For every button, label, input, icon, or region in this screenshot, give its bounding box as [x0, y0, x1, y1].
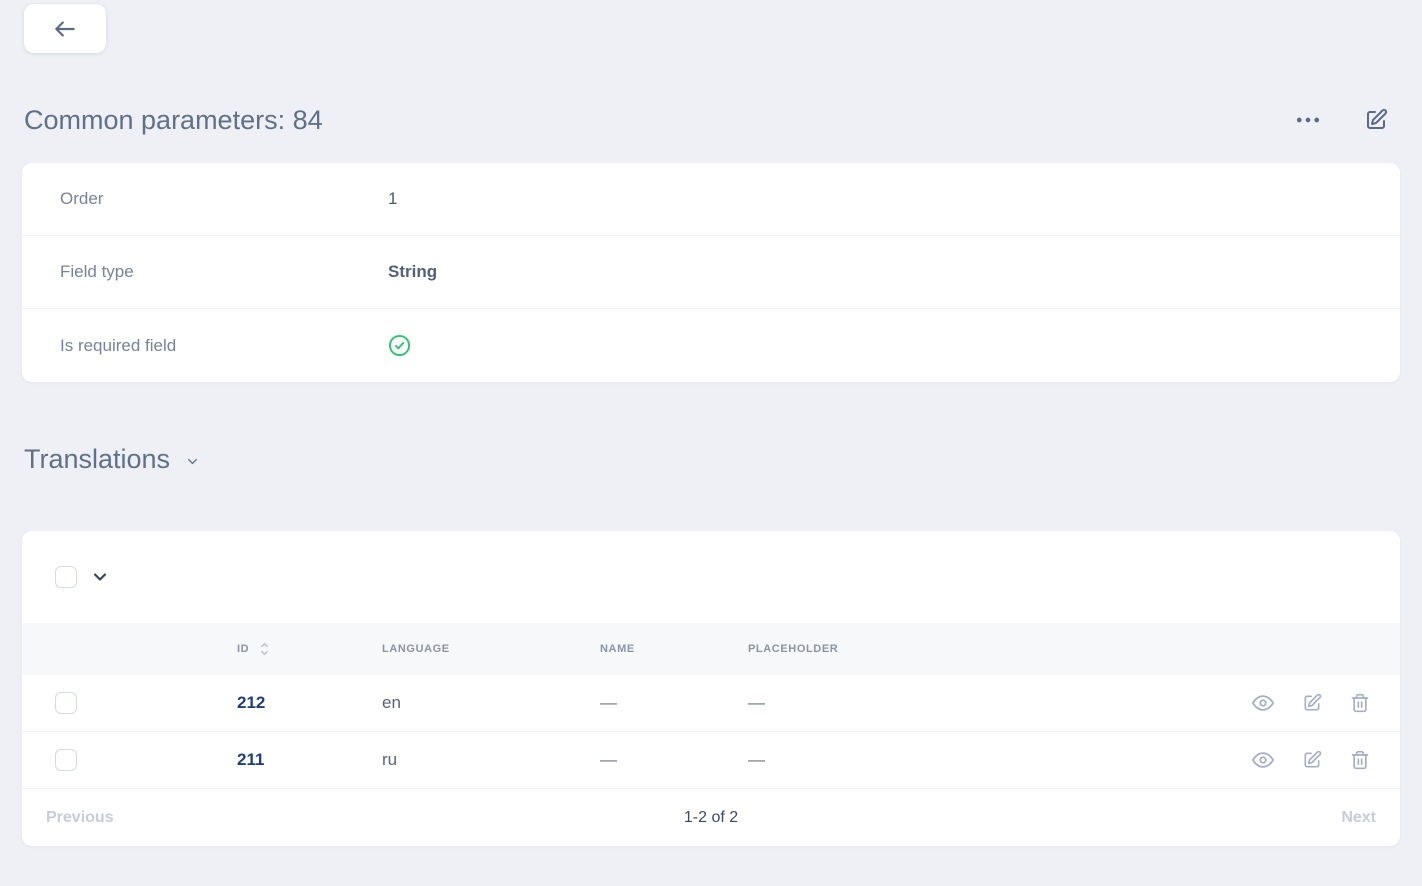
column-label: ID	[237, 643, 250, 655]
trash-icon[interactable]	[1350, 750, 1370, 770]
details-row-is-required: Is required field	[22, 309, 1400, 382]
table-toolbar	[22, 531, 1400, 623]
chevron-down-icon[interactable]	[90, 567, 110, 587]
eye-icon[interactable]	[1252, 692, 1274, 714]
row-select-cell	[22, 749, 237, 771]
table-header-row: ID LANGUAGE NAME PLACEHOLDER	[22, 623, 1400, 675]
row-actions	[1225, 749, 1400, 771]
edit-square-icon[interactable]	[1302, 693, 1322, 713]
back-button[interactable]	[24, 4, 106, 53]
row-placeholder: —	[748, 693, 765, 712]
translations-table-card: ID LANGUAGE NAME PLACEHOLDER 212 en — —	[22, 531, 1400, 846]
column-header-language: LANGUAGE	[382, 643, 450, 655]
pagination-range: 1-2 of 2	[683, 808, 739, 826]
column-header-placeholder: PLACEHOLDER	[748, 643, 839, 655]
field-value: 1	[388, 189, 398, 208]
details-row-field-type: Field type String	[22, 236, 1400, 309]
row-id-link[interactable]: 212	[237, 693, 266, 712]
header-actions	[1294, 106, 1388, 134]
eye-icon[interactable]	[1252, 749, 1274, 771]
row-checkbox[interactable]	[55, 692, 77, 714]
next-button[interactable]: Next	[1341, 808, 1376, 826]
row-language: en	[382, 693, 401, 712]
page-header: Common parameters: 84	[24, 103, 1398, 137]
row-name: —	[600, 750, 617, 769]
field-label: Is required field	[60, 335, 177, 355]
pagination: Previous 1-2 of 2 Next	[22, 789, 1400, 846]
table-row: 211 ru — —	[22, 732, 1400, 789]
sort-icon[interactable]	[258, 641, 271, 657]
row-checkbox[interactable]	[55, 749, 77, 771]
section-title: Translations	[24, 443, 171, 474]
row-language: ru	[382, 750, 398, 769]
field-value: String	[388, 262, 438, 281]
ellipsis-icon[interactable]	[1294, 106, 1322, 134]
row-id-link[interactable]: 211	[237, 750, 265, 769]
table-row: 212 en — —	[22, 675, 1400, 732]
edit-square-icon[interactable]	[1364, 108, 1388, 132]
chevron-down-icon[interactable]	[185, 454, 200, 469]
trash-icon[interactable]	[1350, 693, 1370, 713]
edit-square-icon[interactable]	[1302, 750, 1322, 770]
row-select-cell	[22, 692, 237, 714]
check-circle-icon	[388, 334, 411, 357]
row-actions	[1225, 692, 1400, 714]
field-label: Order	[60, 189, 104, 208]
details-row-order: Order 1	[22, 163, 1400, 236]
row-placeholder: —	[748, 750, 765, 769]
column-header-name: NAME	[600, 643, 635, 655]
previous-button[interactable]: Previous	[46, 808, 114, 826]
row-name: —	[600, 693, 617, 712]
arrow-left-icon	[50, 16, 80, 42]
page-title: Common parameters: 84	[24, 105, 323, 135]
translations-section-header: Translations	[24, 442, 1422, 476]
details-card: Order 1 Field type String Is required fi…	[22, 163, 1400, 382]
select-all-checkbox[interactable]	[55, 566, 77, 588]
column-header-id[interactable]: ID	[237, 641, 382, 657]
field-label: Field type	[60, 262, 134, 281]
